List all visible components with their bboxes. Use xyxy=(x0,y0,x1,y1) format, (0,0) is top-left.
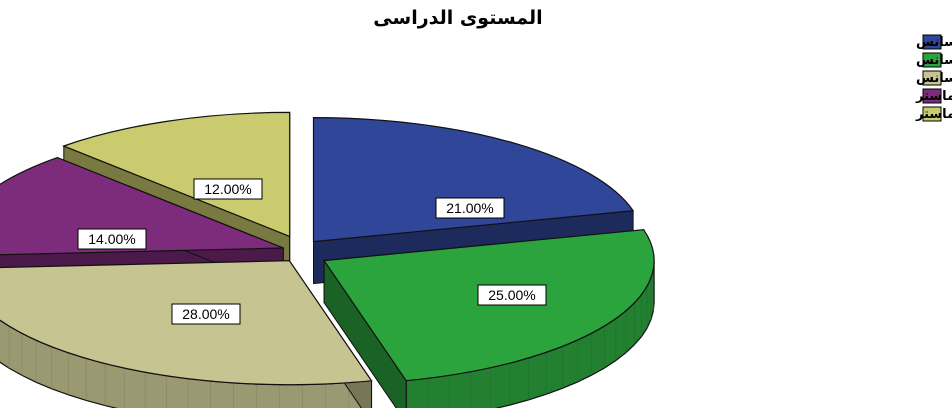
data-label-box xyxy=(435,197,505,219)
pie-slice-2 xyxy=(323,229,655,408)
data-label-box xyxy=(477,284,547,306)
legend-item-3: ثالثة ليسانس xyxy=(916,70,952,86)
data-label-text: 12.00% xyxy=(204,181,251,197)
legend-label: ثالثة ليسانس xyxy=(916,71,952,86)
legend-swatch xyxy=(922,106,942,122)
legend-item-4: أولى ماستر xyxy=(915,87,952,104)
legend-swatch xyxy=(922,34,942,50)
legend-label: ثانية ليسانس xyxy=(916,53,952,68)
data-labels: 21.00% 25.00% 28.00% 14.00% 12.00% xyxy=(77,178,547,325)
pie-slice-top xyxy=(312,116,635,243)
data-label-box xyxy=(171,303,241,325)
legend-swatch xyxy=(922,52,942,68)
pie-slices xyxy=(0,111,655,408)
pie-slice-top xyxy=(0,156,284,256)
data-label-5: 12.00% xyxy=(193,178,263,200)
data-label-1: 21.00% xyxy=(435,197,505,219)
data-label-text: 14.00% xyxy=(88,231,135,247)
legend-swatch xyxy=(922,70,942,86)
pie-slice-top xyxy=(62,111,291,238)
data-label-box xyxy=(193,178,263,200)
legend-label: أولى ليسانس xyxy=(916,33,952,50)
data-label-text: 25.00% xyxy=(488,287,535,303)
data-label-text: 21.00% xyxy=(446,200,493,216)
legend-item-2: ثانية ليسانس xyxy=(916,52,952,68)
data-label-3: 28.00% xyxy=(171,303,241,325)
legend-label: ثانية ماستر xyxy=(915,107,952,122)
legend: أولى ليسانس ثانية ليسانس ثالثة ليسانسأولى … xyxy=(915,33,952,122)
legend-swatch xyxy=(922,88,942,104)
legend-item-1: أولى ليسانس xyxy=(916,33,952,50)
data-label-4: 14.00% xyxy=(77,228,147,250)
data-label-text: 28.00% xyxy=(182,306,229,322)
data-label-box xyxy=(77,228,147,250)
chart-title: المستوى الدراسى xyxy=(373,7,542,29)
legend-label: أولى ماستر xyxy=(915,87,952,104)
data-label-2: 25.00% xyxy=(477,284,547,306)
legend-item-5: ثانية ماستر xyxy=(915,106,952,122)
